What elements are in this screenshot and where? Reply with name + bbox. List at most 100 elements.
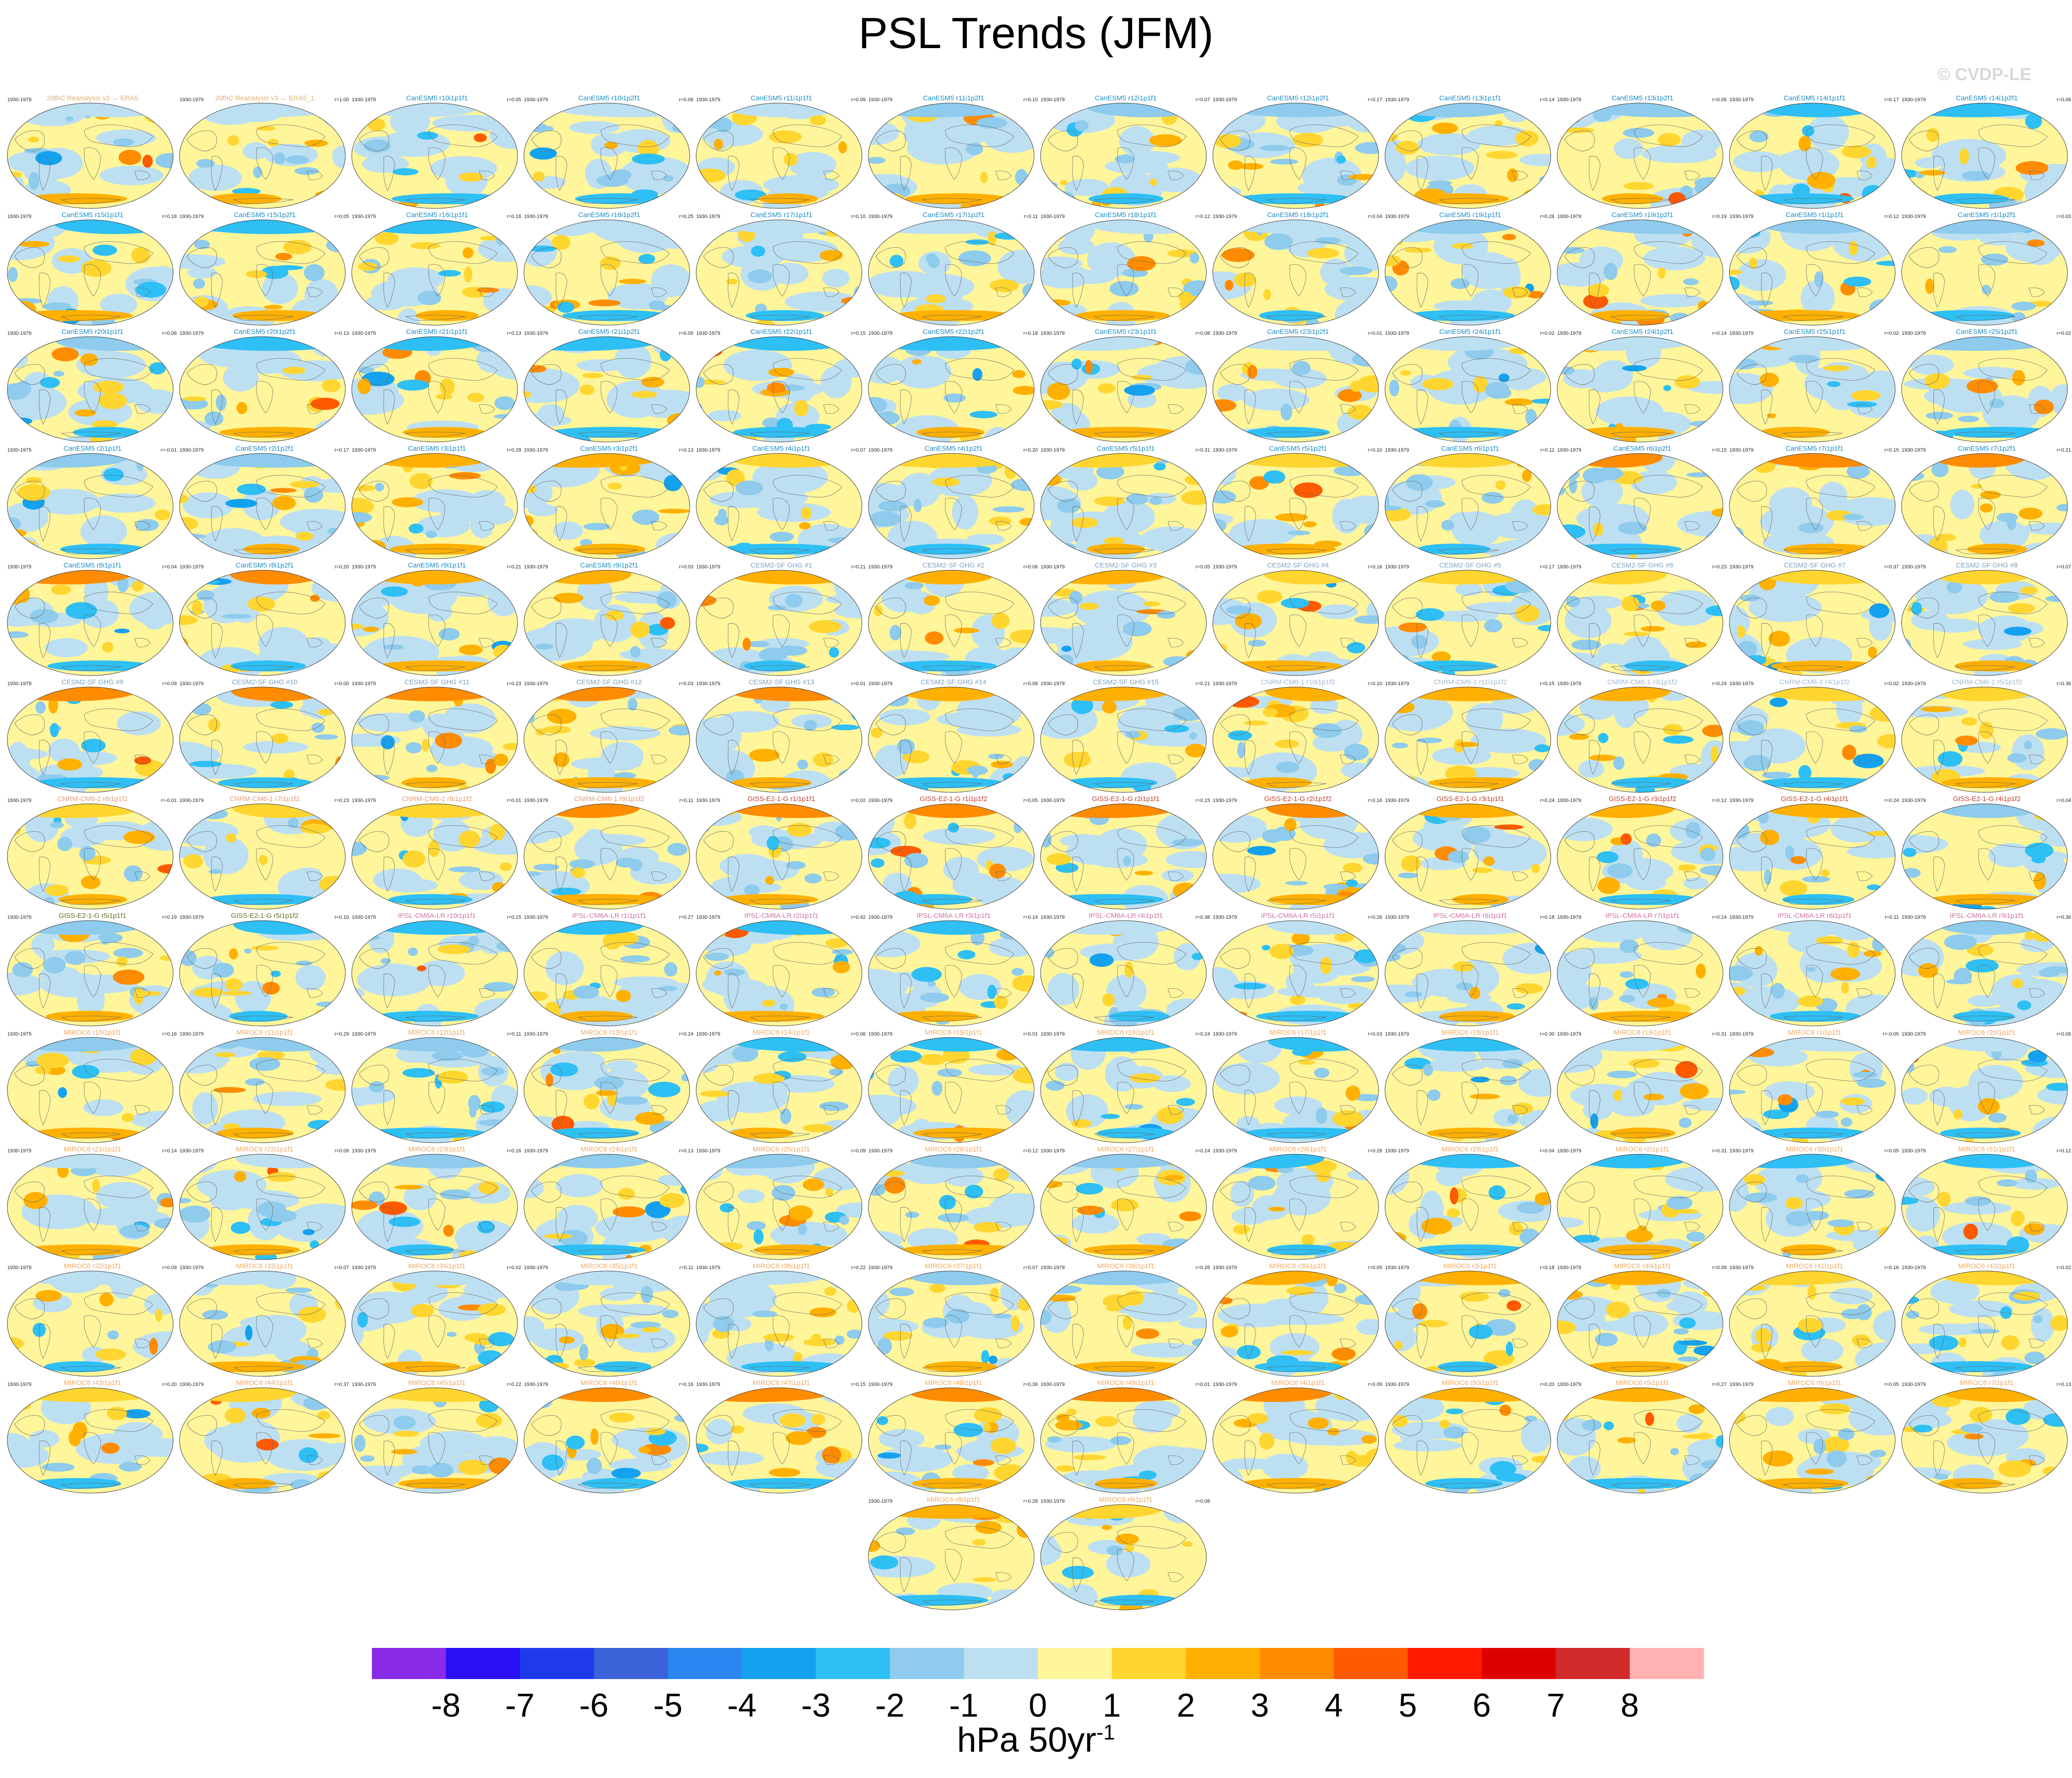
map-panel: 1930-1979 IPSL-CM6A-LR r4i1p1f1 r=0.38 <box>1040 912 1212 1029</box>
map-panel: 1930-1979 CanESM5 r21i1p1f1 r=0.13 <box>351 328 523 445</box>
colorbar-swatch <box>1407 1648 1482 1679</box>
panel-title: IPSL-CM6A-LR r2i1p1f1 <box>744 912 818 920</box>
panel-period: 1930-1979 <box>1385 798 1409 803</box>
map-panel: 1930-1979 CanESM5 r20i1p2f1 r=0.13 <box>179 328 351 445</box>
panel-title: CNRM-CM6-1 r5i1p1f2 <box>1952 678 2022 686</box>
map-plot <box>1212 103 1379 209</box>
map-plot <box>1557 219 1723 326</box>
panel-period: 1930-1979 <box>352 915 376 920</box>
panel-title: MIROC6 r12i1p1f1 <box>408 1029 466 1036</box>
panel-period: 1930-1979 <box>1213 97 1237 103</box>
panel-title: MIROC6 r13i1p1f1 <box>580 1029 638 1036</box>
map-panel: 1930-1979 CanESM5 r10i1p1f1 r=0.05 <box>351 94 523 212</box>
map-panel: 1930-1979 CanESM5 r14i1p1f1 r=0.17 <box>1728 94 1901 212</box>
panel-period: 1930-1979 <box>524 1265 548 1271</box>
panel-title: CanESM5 r25i1p1f1 <box>1783 328 1846 336</box>
map-plot <box>1212 687 1379 793</box>
map-plot <box>351 687 518 793</box>
map-plot <box>868 219 1035 326</box>
panel-period: 1930-1979 <box>1902 798 1926 803</box>
panel-period: 1930-1979 <box>1213 1382 1237 1387</box>
panel-title: CNRM-CM6-1 r4i1p1f2 <box>1779 678 1850 686</box>
map-plot <box>868 1387 1035 1494</box>
panel-period: 1930-1979 <box>524 1148 548 1154</box>
panel-period: 1930-1979 <box>868 447 893 453</box>
map-panel: 1930-1979 CanESM5 r16i1p2f1 r=0.25 <box>523 211 695 328</box>
panel-pattern-correlation: r=0.10 <box>1368 447 1383 453</box>
panel-period: 1930-1979 <box>352 447 376 453</box>
panel-pattern-correlation: r=0.37 <box>1884 564 1899 570</box>
panel-period: 1930-1979 <box>868 1382 893 1387</box>
panel-period: 1930-1979 <box>352 97 376 103</box>
map-panel: 1930-1979 GISS-E2-1-G r3i1p1f1 r=0.24 <box>1384 795 1556 912</box>
panel-pattern-correlation: r=0.11 <box>1024 214 1038 219</box>
panel-pattern-correlation: r=0.28 <box>1023 1499 1038 1504</box>
panel-period: 1930-1979 <box>352 1382 376 1387</box>
panel-period: 1930-1979 <box>524 447 548 453</box>
colorbar-tick-label: 6 <box>1472 1687 1491 1724</box>
map-panel: 1930-1979 20thC Reanalysis v3 ↔ ERA5 <box>6 94 179 212</box>
map-plot <box>523 920 690 1026</box>
panel-pattern-correlation: r=0.01 <box>1023 1031 1038 1037</box>
map-panel: 1930-1979 GISS-E2-1-G r2i1p1f2 r=0.16 <box>1212 795 1384 912</box>
panel-title: CanESM5 r17i1p1f1 <box>750 211 812 219</box>
map-panel: 1930-1979 CanESM5 r22i1p1f1 r=0.15 <box>695 328 867 445</box>
map-panel: 1930-1979 MIROC6 r17i1p1f1 r=0.03 <box>1212 1029 1384 1146</box>
panel-period: 1930-1979 <box>696 447 720 453</box>
panel-period: 1930-1979 <box>7 1031 32 1037</box>
panel-pattern-correlation: r=0.10 <box>334 915 349 920</box>
colorbar-swatch <box>1260 1648 1334 1679</box>
panel-period: 1930-1979 <box>352 564 376 570</box>
panel-pattern-correlation: r=0.12 <box>2056 1148 2072 1154</box>
panel-pattern-correlation: r=0.13 <box>507 331 522 336</box>
map-panel: 1930-1979 MIROC6 r5i1p1f1 r=0.27 <box>1556 1379 1728 1496</box>
panel-pattern-correlation: r=0.11 <box>1885 915 1899 920</box>
map-plot <box>523 1271 690 1377</box>
panel-period: 1930-1979 <box>1729 681 1754 687</box>
panel-title: MIROC6 r8i1p1f1 <box>927 1496 981 1504</box>
map-plot <box>1040 803 1207 910</box>
map-plot <box>1040 453 1207 559</box>
panel-pattern-correlation: r=1.00 <box>334 97 349 103</box>
map-plot <box>1901 687 2068 793</box>
map-plot <box>1040 219 1207 326</box>
map-panel: 1930-1979 MIROC6 r48i1p1f1 r=0.36 <box>867 1379 1040 1496</box>
panel-pattern-correlation: r=0.15 <box>1712 447 1727 453</box>
colorbar-tick-label: -7 <box>505 1687 534 1724</box>
map-panel: 1930-1979 MIROC6 r23i1p1f1 r=0.16 <box>351 1145 523 1263</box>
panel-title: CanESM5 r25i1p2f1 <box>1956 328 2018 336</box>
panel-period: 1930-1979 <box>1041 1499 1065 1504</box>
map-plot <box>868 1037 1035 1143</box>
map-panel: 1930-1979 CNRM-CM6-1 r7i1p1f2 r=0.23 <box>179 795 351 912</box>
map-plot <box>179 1387 346 1494</box>
map-panel: 1930-1979 MIROC6 r42i1p1f1 r=0.02 <box>1901 1262 2072 1380</box>
colorbar-tick-label: 2 <box>1177 1687 1195 1724</box>
panel-period: 1930-1979 <box>524 564 548 570</box>
map-plot <box>523 219 690 326</box>
panel-pattern-correlation: r=0.07 <box>2056 564 2072 570</box>
map-plot <box>523 687 690 793</box>
panel-period: 1930-1979 <box>868 681 893 687</box>
map-panel: 1930-1979 MIROC6 r41i1p1f1 r=0.16 <box>1728 1262 1901 1380</box>
panel-title: CanESM5 r23i1p1f1 <box>1095 328 1157 336</box>
map-panel: 1930-1979 MIROC6 r29i1p1f1 r=0.04 <box>1384 1145 1556 1263</box>
panel-period: 1930-1979 <box>1902 97 1926 103</box>
map-plot <box>179 1154 346 1260</box>
map-plot <box>179 803 346 910</box>
panel-pattern-correlation: r=0.16 <box>1884 1265 1899 1271</box>
panel-period: 1930-1979 <box>1902 681 1926 687</box>
panel-pattern-correlation: r=0.16 <box>507 214 522 219</box>
map-plot <box>523 1037 690 1143</box>
map-plot <box>868 803 1035 910</box>
panel-period: 1930-1979 <box>1729 447 1754 453</box>
panel-title: CNRM-CM6-1 r3i1p1f2 <box>1607 678 1678 686</box>
map-panel: 1930-1979 MIROC6 r40i1p1f1 r=0.08 <box>1556 1262 1728 1380</box>
panel-pattern-correlation: r=0.04 <box>1540 1148 1555 1154</box>
panel-period: 1930-1979 <box>7 915 32 920</box>
panel-period: 1930-1979 <box>696 1265 720 1271</box>
map-panel: 1930-1979 MIROC6 r15i1p1f1 r=0.01 <box>867 1029 1040 1146</box>
panel-period: 1930-1979 <box>180 97 204 103</box>
map-plot <box>1729 336 1896 442</box>
map-panel: 1930-1979 MIROC6 r7i1p1f1 r=0.13 <box>1901 1379 2072 1496</box>
panel-pattern-correlation: r=0.12 <box>1195 214 1210 219</box>
